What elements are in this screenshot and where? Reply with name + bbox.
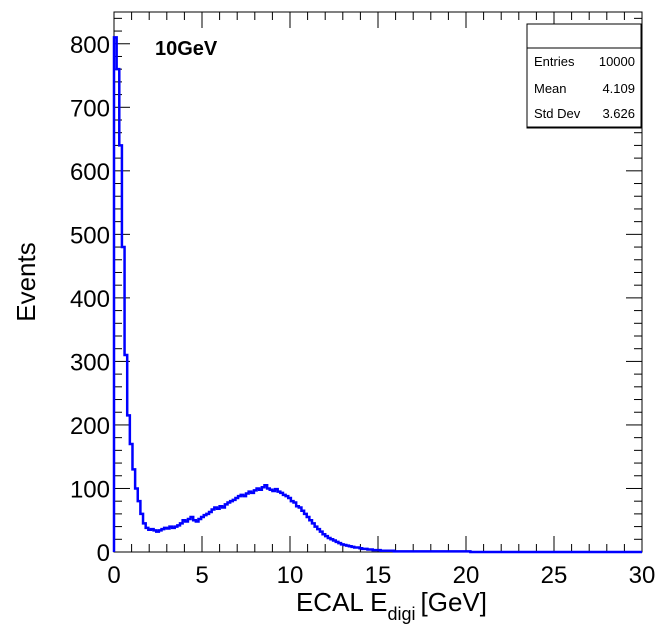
y-tick-label: 100	[70, 476, 110, 503]
annotation-label: 10GeV	[155, 38, 218, 60]
stats-mean-value: 4.109	[602, 81, 635, 96]
x-axis-title: ECAL Edigi [GeV]	[296, 587, 487, 624]
histogram-series-line	[112, 36, 642, 554]
x-axis-ticks: 0 5 10 15 20 25 30	[107, 12, 655, 589]
stats-entries-value: 10000	[599, 54, 635, 69]
x-axis-title-unit: [GeV]	[421, 587, 487, 617]
y-axis-ticks: 0 100 200 300 400 500 600 700 800	[70, 17, 642, 567]
x-axis-title-main: ECAL E	[296, 587, 388, 617]
y-tick-label: 800	[70, 32, 110, 59]
y-tick-label: 300	[70, 349, 110, 376]
y-tick-label: 600	[70, 159, 110, 186]
x-tick-label: 10	[277, 562, 304, 589]
stats-entries-label: Entries	[534, 54, 575, 69]
y-tick-label: 0	[97, 540, 110, 567]
y-axis-title: Events	[11, 242, 41, 322]
y-tick-label: 200	[70, 413, 110, 440]
stats-box: Entries 10000 Mean 4.109 Std Dev 3.626	[526, 23, 642, 129]
stats-mean-label: Mean	[534, 81, 567, 96]
stats-std-value: 3.626	[602, 106, 635, 121]
y-tick-label: 500	[70, 222, 110, 249]
x-tick-label: 30	[629, 562, 656, 589]
x-tick-label: 25	[541, 562, 568, 589]
x-axis-title-subscript: digi	[387, 604, 415, 624]
x-tick-label: 15	[365, 562, 392, 589]
x-tick-label: 0	[107, 562, 120, 589]
x-tick-label: 5	[195, 562, 208, 589]
x-tick-label: 20	[453, 562, 480, 589]
stats-std-label: Std Dev	[534, 106, 581, 121]
y-tick-label: 700	[70, 95, 110, 122]
y-tick-label: 400	[70, 286, 110, 313]
